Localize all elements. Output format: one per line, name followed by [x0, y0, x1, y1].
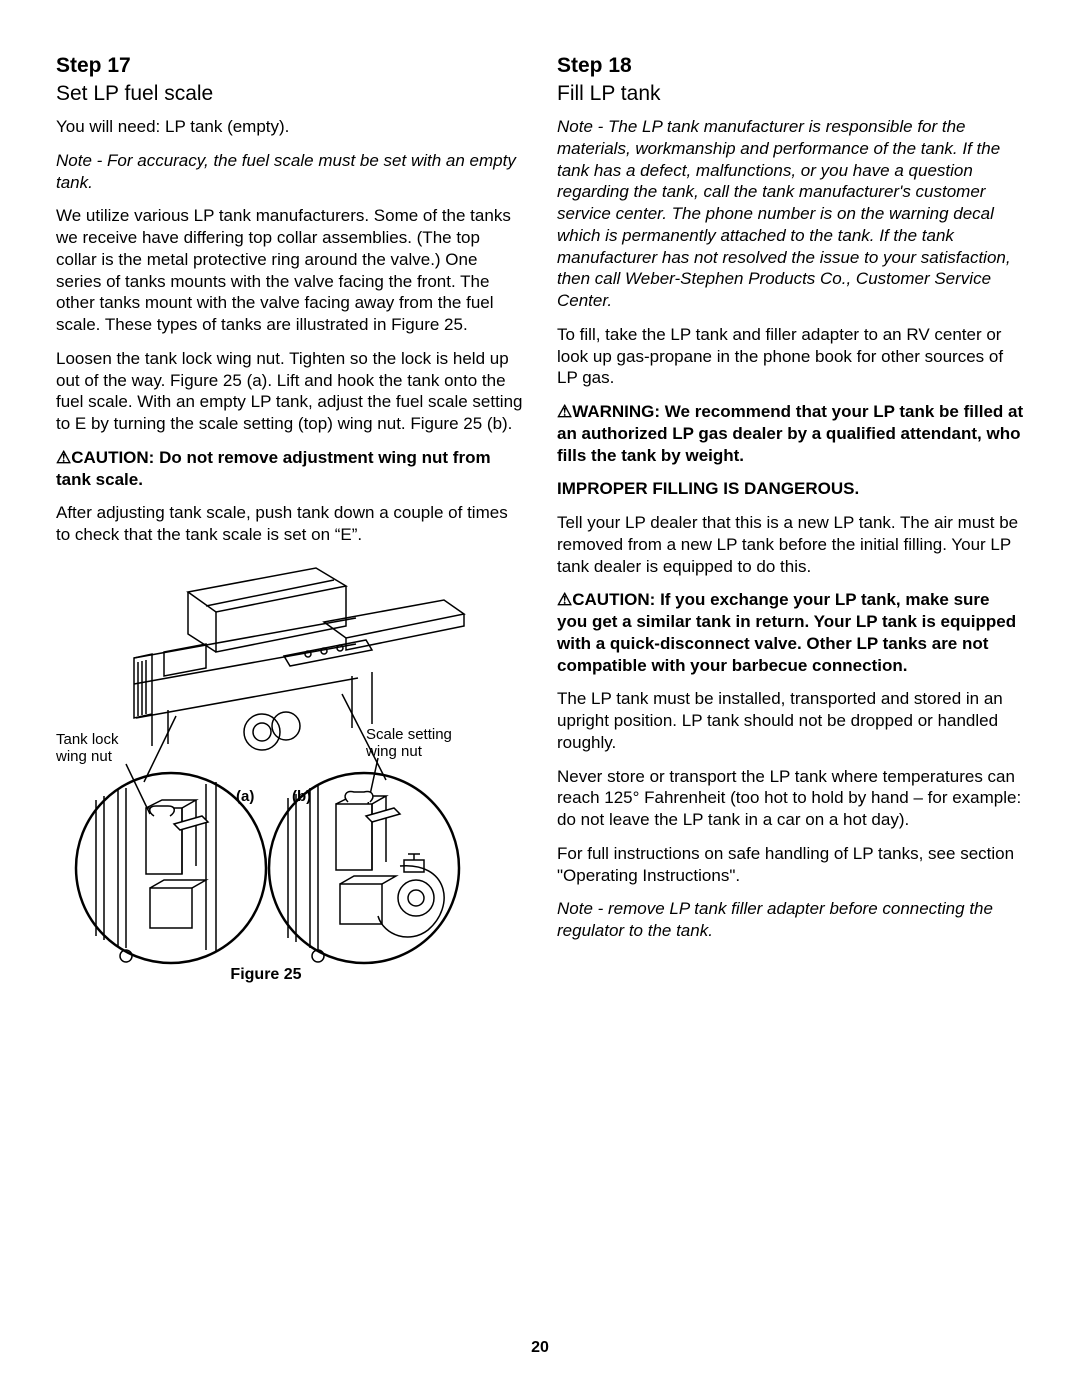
- step-17-caution: ⚠CAUTION: Do not remove adjustment wing …: [56, 447, 523, 491]
- figure-label-b: (b): [292, 788, 311, 805]
- figure-25-svg: [56, 558, 476, 968]
- figure-label-scale-setting: Scale setting wing nut: [366, 726, 452, 761]
- step-18-tell-dealer: Tell your LP dealer that this is a new L…: [557, 512, 1024, 577]
- step-18-temperature: Never store or transport the LP tank whe…: [557, 766, 1024, 831]
- step-18-to-fill: To fill, take the LP tank and filler ada…: [557, 324, 1024, 389]
- step-17-heading: Step 17: [56, 54, 523, 78]
- step-18-full-instructions: For full instructions on safe handling o…: [557, 843, 1024, 887]
- step-17-subtitle: Set LP fuel scale: [56, 82, 523, 106]
- step-18-warning: ⚠WARNING: We recommend that your LP tank…: [557, 401, 1024, 466]
- figure-25: Tank lock wing nut Scale setting wing nu…: [56, 558, 476, 984]
- step-18-improper: IMPROPER FILLING IS DANGEROUS.: [557, 478, 1024, 500]
- figure-label-tank-lock: Tank lock wing nut: [56, 731, 119, 766]
- step-18-heading: Step 18: [557, 54, 1024, 78]
- step-17-manufacturers: We utilize various LP tank manufacturers…: [56, 205, 523, 336]
- step-18-note-manufacturer: Note - The LP tank manufacturer is respo…: [557, 116, 1024, 312]
- step-17-need: You will need: LP tank (empty).: [56, 116, 523, 138]
- left-column: Step 17 Set LP fuel scale You will need:…: [56, 54, 523, 984]
- step-17-note-accuracy: Note - For accuracy, the fuel scale must…: [56, 150, 523, 194]
- page-number: 20: [0, 1339, 1080, 1357]
- step-18-subtitle: Fill LP tank: [557, 82, 1024, 106]
- figure-25-caption: Figure 25: [56, 966, 476, 984]
- step-18-note-remove-adapter: Note - remove LP tank filler adapter bef…: [557, 898, 1024, 942]
- step-18-caution-exchange: ⚠CAUTION: If you exchange your LP tank, …: [557, 589, 1024, 676]
- step-17-after-adjust: After adjusting tank scale, push tank do…: [56, 502, 523, 546]
- right-column: Step 18 Fill LP tank Note - The LP tank …: [557, 54, 1024, 984]
- figure-label-a: (a): [236, 788, 254, 805]
- step-17-loosen: Loosen the tank lock wing nut. Tighten s…: [56, 348, 523, 435]
- step-18-upright: The LP tank must be installed, transport…: [557, 688, 1024, 753]
